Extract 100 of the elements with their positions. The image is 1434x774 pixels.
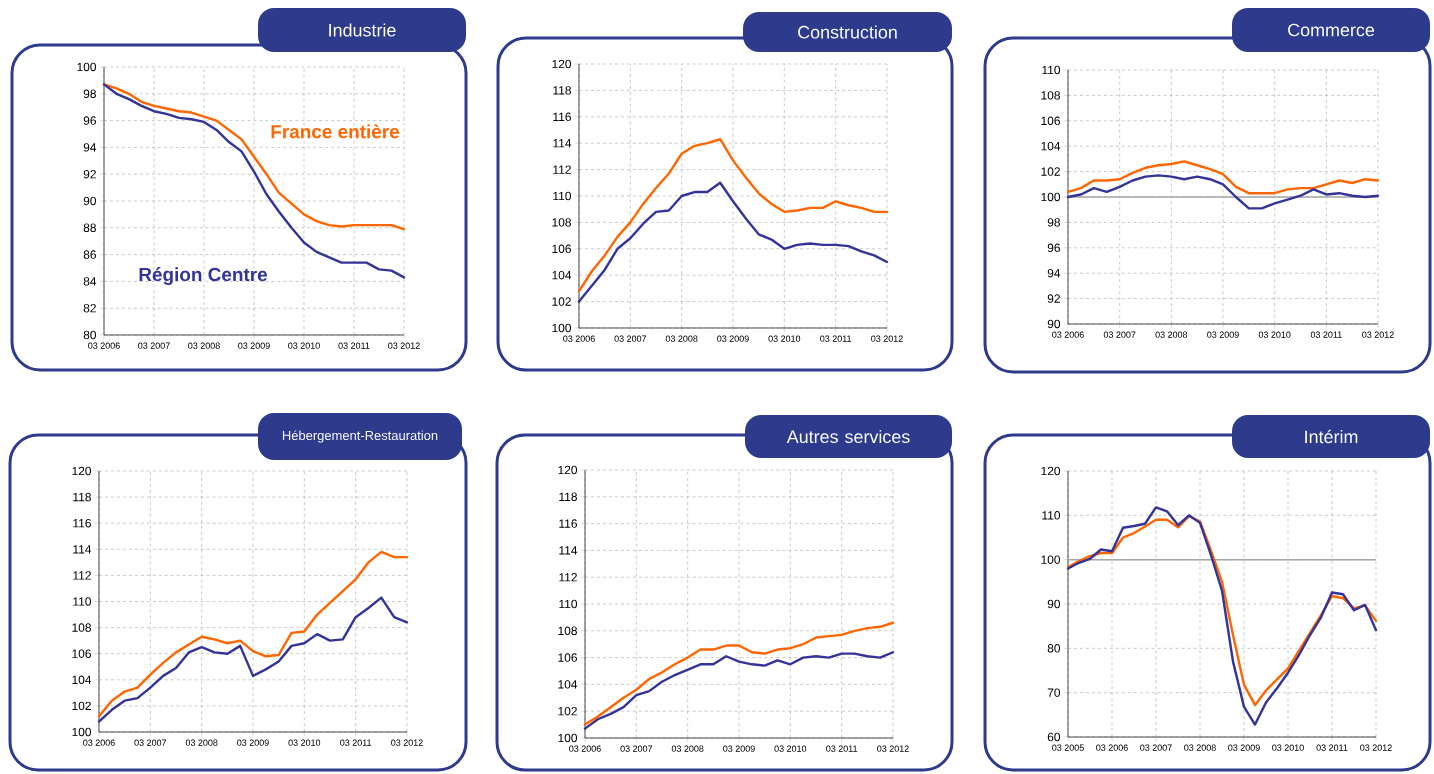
y-tick-label: 102: [558, 706, 577, 716]
x-tick-label: 03 2006: [88, 342, 120, 349]
y-tick-label: 108: [558, 626, 577, 636]
y-tick-label: 114: [559, 546, 578, 555]
x-tick-label: 03 2007: [1103, 331, 1136, 338]
y-tick-label: 100: [558, 733, 578, 743]
x-tick-label: 03 2006: [1052, 331, 1084, 338]
line-series: [577, 138, 889, 293]
x-tick-label: 03 2008: [665, 335, 698, 342]
x-tick-label: 03 2008: [185, 739, 218, 746]
x-tick-label: 03 2008: [188, 342, 220, 349]
y-tick-label: 106: [1041, 116, 1060, 126]
y-tick-label: 116: [73, 518, 91, 528]
x-tick-label: 03 2011: [338, 342, 370, 349]
y-tick-label: 118: [553, 86, 571, 95]
y-tick-label: 98: [83, 89, 96, 99]
line-series: [97, 596, 409, 723]
y-tick-label: 116: [553, 112, 571, 122]
chart-title: Construction: [798, 25, 897, 39]
y-tick-label: 98: [1047, 218, 1060, 227]
y-tick-label: 110: [1042, 511, 1061, 520]
y-tick-label: 120: [1041, 466, 1061, 476]
y-tick-label: 102: [1041, 167, 1060, 176]
y-tick-label: 112: [553, 165, 571, 174]
chart-title: Intérim: [1305, 429, 1358, 444]
y-tick-label: 86: [83, 250, 96, 259]
y-tick-label: 112: [559, 573, 577, 582]
y-tick-label: 102: [552, 297, 571, 306]
y-tick-label: 120: [558, 465, 578, 475]
y-tick-label: 80: [1047, 644, 1061, 653]
x-tick-label: 03 2006: [569, 745, 601, 752]
y-tick-label: 100: [72, 727, 92, 737]
x-tick-label: 03 2011: [340, 739, 372, 746]
x-tick-label: 03 2006: [1096, 744, 1128, 751]
y-tick-label: 96: [1047, 243, 1060, 253]
y-tick-label: 114: [553, 139, 572, 148]
x-tick-label: 03 2011: [1316, 744, 1348, 751]
x-tick-label: 03 2010: [774, 745, 807, 752]
x-tick-label: 03 2012: [871, 335, 903, 342]
series-label: France entière: [271, 124, 400, 139]
x-tick-label: 03 2011: [820, 335, 852, 342]
y-tick-label: 110: [553, 191, 572, 201]
y-tick-label: 108: [72, 623, 91, 632]
text: Région Centre: [139, 267, 268, 285]
chart-title: Industrie: [329, 23, 396, 37]
x-tick-label: 03 2007: [614, 335, 647, 342]
y-tick-label: 70: [1047, 688, 1061, 697]
y-tick-label: 92: [83, 169, 96, 179]
y-tick-label: 110: [559, 599, 578, 609]
x-tick-label: 03 2008: [1184, 744, 1216, 751]
y-tick-label: 116: [559, 519, 577, 528]
x-tick-label: 03 2006: [83, 739, 115, 746]
x-tick-label: 03 2011: [1310, 331, 1342, 338]
x-tick-label: 03 2010: [1272, 744, 1304, 751]
y-tick-label: 96: [83, 116, 96, 125]
x-tick-label: 03 2009: [1228, 744, 1260, 751]
x-tick-label: 03 2009: [717, 335, 749, 342]
y-tick-label: 100: [1041, 555, 1061, 564]
y-tick-label: 84: [83, 277, 97, 286]
y-tick-label: 110: [1042, 65, 1061, 75]
y-tick-label: 88: [83, 223, 96, 233]
y-tick-label: 94: [83, 143, 97, 152]
y-tick-label: 92: [1047, 294, 1060, 303]
chart-title: Hébergement-Restauration: [282, 430, 438, 443]
x-tick-label: 03 2007: [620, 745, 653, 752]
x-tick-label: 03 2009: [238, 342, 270, 349]
y-tick-label: 60: [1047, 732, 1061, 742]
y-tick-label: 94: [1047, 268, 1061, 278]
x-tick-label: 03 2010: [768, 335, 801, 342]
x-tick-label: 03 2012: [877, 745, 909, 752]
x-tick-label: 03 2009: [1207, 331, 1239, 338]
y-tick-label: 100: [1041, 192, 1061, 202]
x-tick-label: 03 2007: [1140, 744, 1172, 751]
y-tick-label: 108: [552, 218, 571, 227]
x-tick-label: 03 2010: [288, 739, 321, 746]
y-tick-label: 104: [552, 270, 572, 280]
y-tick-label: 120: [552, 59, 572, 69]
y-tick-label: 106: [558, 653, 577, 662]
y-tick-label: 120: [72, 466, 92, 476]
chart-title: Autres services: [786, 429, 910, 444]
y-tick-label: 90: [1047, 599, 1061, 609]
x-tick-label: 03 2008: [671, 745, 704, 752]
x-tick-label: 03 2010: [1258, 331, 1291, 338]
y-tick-label: 90: [1047, 319, 1061, 329]
y-tick-label: 108: [1041, 91, 1060, 100]
x-tick-label: 03 2012: [1360, 744, 1392, 751]
x-tick-label: 03 2008: [1155, 331, 1188, 338]
y-tick-label: 90: [83, 196, 97, 206]
x-tick-label: 03 2005: [1052, 744, 1084, 751]
x-tick-label: 03 2006: [563, 335, 595, 342]
x-tick-label: 03 2012: [388, 342, 420, 349]
x-tick-label: 03 2009: [723, 745, 755, 752]
y-tick-label: 100: [77, 62, 97, 72]
y-tick-label: 106: [552, 244, 571, 254]
y-tick-label: 100: [552, 323, 572, 333]
x-tick-label: 03 2012: [391, 739, 423, 746]
x-tick-label: 03 2010: [288, 342, 320, 349]
x-tick-label: 03 2007: [134, 739, 167, 746]
x-tick-label: 03 2011: [826, 745, 858, 752]
x-tick-label: 03 2007: [138, 342, 170, 349]
